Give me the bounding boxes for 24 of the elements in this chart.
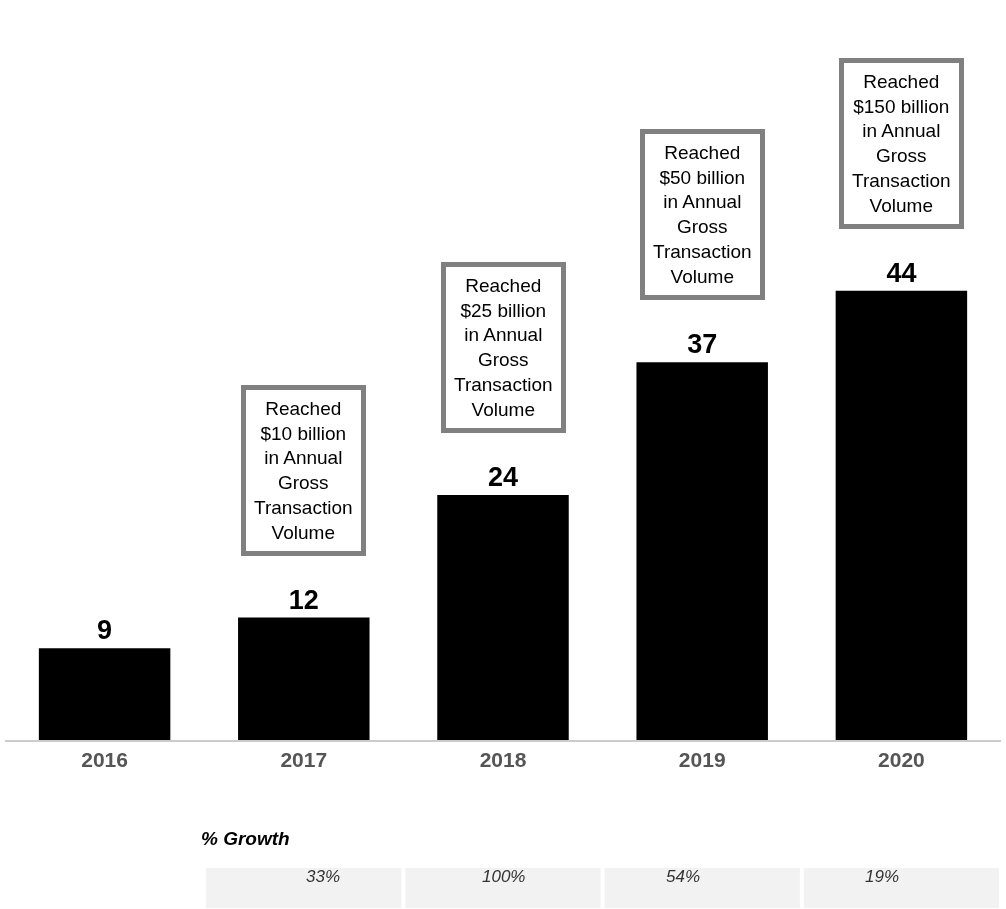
data-label: 37 bbox=[687, 329, 718, 360]
x-tick-label: 2017 bbox=[280, 748, 328, 772]
text: 54% bbox=[666, 867, 701, 886]
annotation: Reached $150 billion in Annual Gross Transaction Volume bbox=[852, 71, 951, 216]
bar bbox=[238, 617, 370, 740]
text: 19% bbox=[865, 867, 900, 886]
data-label: 24 bbox=[487, 462, 519, 492]
data-label: 9 bbox=[97, 615, 113, 646]
x-tick-label: 2020 bbox=[878, 748, 925, 772]
annotation: Reached $10 billion in Annual Gross Transaction Volume bbox=[254, 398, 353, 543]
data-label: 44 bbox=[886, 257, 917, 288]
bar bbox=[38, 648, 171, 740]
text: 33% bbox=[306, 867, 341, 886]
x-tick-label: 2018 bbox=[479, 748, 527, 772]
x-tick-label: 2019 bbox=[678, 748, 726, 772]
annotation: Reached $50 billion in Annual Gross Transaction Volume bbox=[653, 142, 752, 287]
bar bbox=[636, 362, 768, 740]
annotation: Reached $25 billion in Annual Gross Transaction Volume bbox=[454, 275, 553, 420]
bar bbox=[437, 495, 569, 740]
x-tick-label: 2016 bbox=[81, 748, 128, 772]
text: % Growth bbox=[201, 828, 290, 849]
data-label: 12 bbox=[288, 584, 319, 615]
bar bbox=[835, 290, 968, 740]
text: 100% bbox=[482, 867, 526, 886]
